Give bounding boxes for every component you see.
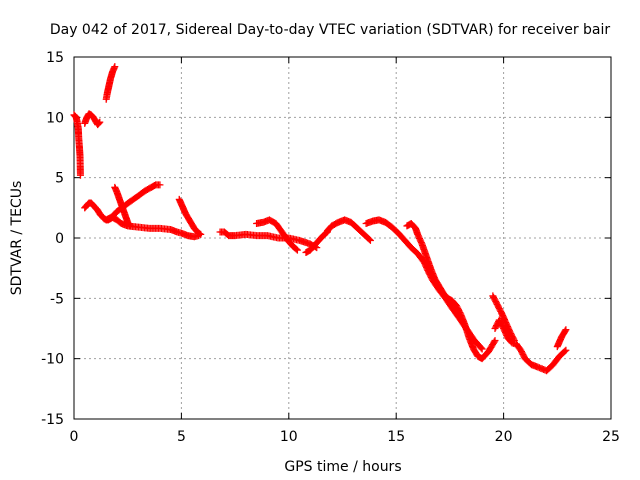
- data-point: [94, 120, 102, 128]
- x-tick-label: 5: [177, 429, 186, 445]
- y-tick-label: 5: [55, 171, 64, 187]
- grid: [74, 57, 611, 419]
- series-arc-k: [323, 216, 374, 244]
- data-point: [293, 246, 301, 254]
- data-points: [70, 63, 570, 375]
- y-tick-label: 0: [55, 231, 64, 247]
- series-arc-p: [553, 326, 570, 351]
- data-point: [365, 235, 373, 243]
- series-arc-f: [111, 183, 134, 230]
- series-arc-a: [70, 111, 84, 179]
- data-point: [292, 245, 300, 253]
- series-arc-j: [302, 228, 331, 256]
- y-tick-label: 10: [46, 110, 64, 126]
- data-point: [197, 230, 205, 238]
- data-point: [76, 171, 84, 179]
- axis-ticks: 0 5 10 15 20 25 -15 -10 -5 0 5 10 15: [41, 50, 620, 445]
- data-point: [562, 326, 570, 334]
- data-point: [478, 345, 486, 353]
- data-point: [366, 236, 374, 244]
- series-arc-m: [403, 220, 499, 363]
- data-point: [126, 222, 134, 230]
- x-tick-label: 0: [70, 429, 79, 445]
- series-arc-i: [253, 216, 301, 254]
- data-point: [562, 346, 570, 354]
- y-tick-label: -10: [41, 352, 64, 368]
- data-point: [561, 327, 569, 335]
- y-axis-label: SDTVAR / TECUs: [9, 181, 25, 296]
- x-tick-label: 15: [387, 429, 405, 445]
- data-point: [510, 335, 518, 343]
- series-arc-b: [81, 110, 104, 129]
- data-point: [561, 347, 569, 355]
- data-point: [491, 337, 499, 345]
- data-point: [156, 181, 164, 189]
- series-arc-o: [489, 292, 518, 345]
- y-tick-label: -15: [41, 412, 64, 428]
- x-tick-label: 20: [495, 429, 513, 445]
- y-tick-label: 15: [46, 50, 64, 66]
- data-point: [111, 63, 119, 71]
- data-point: [477, 344, 485, 352]
- chart-title: Day 042 of 2017, Sidereal Day-to-day VTE…: [50, 22, 611, 38]
- x-tick-label: 25: [602, 429, 620, 445]
- data-point: [510, 337, 518, 345]
- series-arc-h: [216, 228, 321, 252]
- x-tick-label: 10: [280, 429, 298, 445]
- data-point: [95, 119, 103, 127]
- data-point: [490, 338, 498, 346]
- data-point: [96, 118, 104, 126]
- series-arc-g: [175, 195, 205, 238]
- series-arc-c: [102, 63, 119, 103]
- y-tick-label: -5: [50, 291, 64, 307]
- x-axis-label: GPS time / hours: [284, 459, 401, 475]
- data-point: [125, 221, 133, 229]
